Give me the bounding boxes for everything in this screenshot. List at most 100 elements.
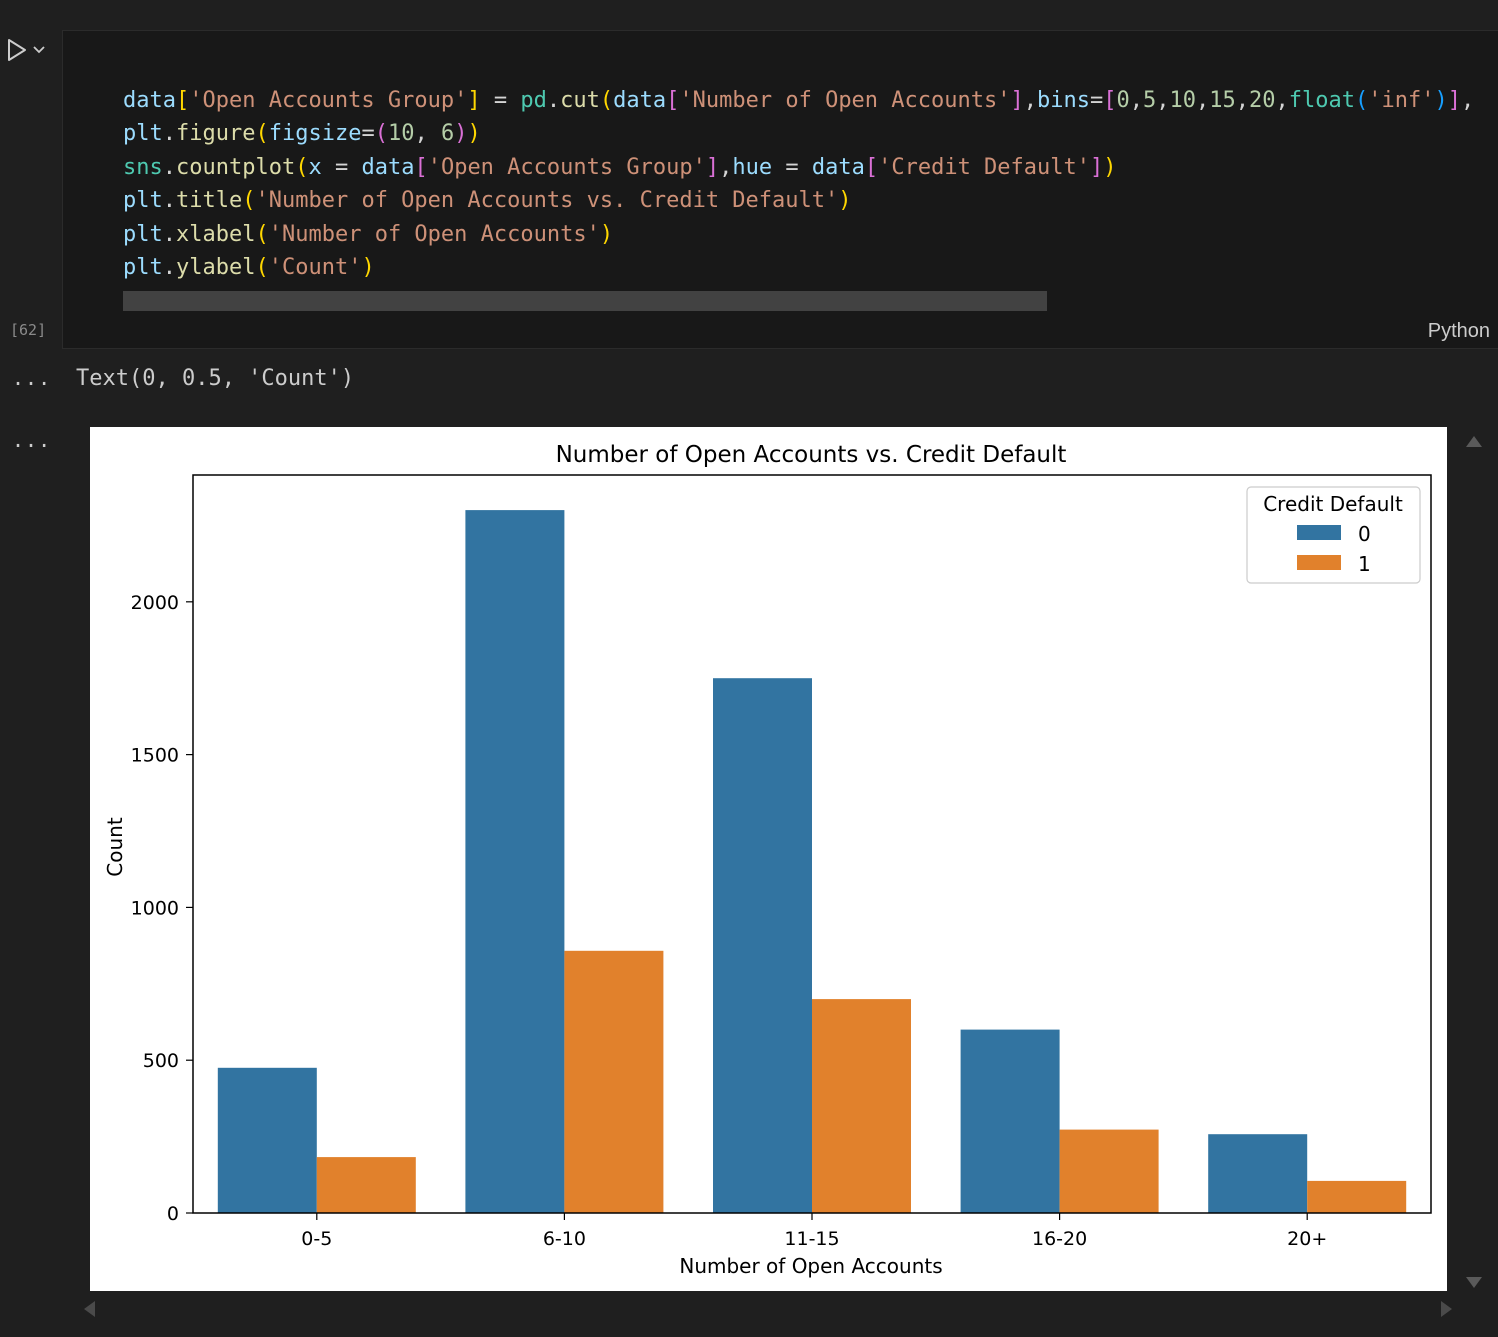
code-token: title	[176, 188, 243, 214]
code-token: =	[361, 121, 375, 147]
code-token: 5	[1143, 88, 1157, 113]
code-lines[interactable]: data['Open Accounts Group'] = pd.cut(dat…	[123, 84, 1474, 284]
code-token: (	[599, 88, 614, 113]
code-token: )	[838, 188, 852, 214]
code-line[interactable]: plt.ylabel('Count')	[123, 251, 1474, 284]
code-token: =	[480, 88, 521, 113]
code-token: 'Number of Open Accounts'	[268, 221, 600, 247]
code-token: .	[162, 221, 176, 247]
chevron-down-icon[interactable]	[32, 43, 46, 57]
code-token: [	[175, 88, 190, 113]
code-line[interactable]: plt.xlabel('Number of Open Accounts')	[123, 218, 1474, 251]
execution-count: [62]	[10, 321, 47, 339]
code-token: ,	[1275, 88, 1289, 113]
code-token: )	[454, 121, 468, 147]
bar-11-15-series-1	[812, 999, 911, 1213]
bar-6-10-series-0	[465, 510, 565, 1214]
code-token: =	[772, 154, 812, 180]
code-token: ,	[1156, 88, 1170, 113]
code-line[interactable]: plt.figure(figsize=(10, 6))	[123, 117, 1474, 150]
legend-label-0: 0	[1358, 522, 1371, 546]
editor-top-strip	[0, 0, 1498, 30]
code-token: 'Count'	[268, 254, 362, 280]
x-tick-label: 6-10	[543, 1228, 586, 1250]
x-axis-ticks: 0-5 6-10 11-15 16-20 20+	[301, 1213, 1327, 1250]
code-token: (	[255, 121, 269, 147]
code-token: 'Number of Open Accounts'	[679, 88, 1011, 113]
code-token: hue	[732, 154, 773, 180]
code-token: x	[308, 154, 322, 180]
chart-title: Number of Open Accounts vs. Credit Defau…	[556, 442, 1067, 468]
code-token: )	[599, 221, 614, 247]
code-token: xlabel	[176, 221, 256, 247]
legend-swatch-1	[1297, 555, 1341, 570]
y-tick-label: 2000	[131, 592, 179, 614]
code-token: [	[1103, 88, 1117, 113]
y-tick-label: 0	[167, 1203, 179, 1225]
x-axis-label: Number of Open Accounts	[679, 1254, 942, 1278]
code-token: ylabel	[176, 254, 256, 280]
chart-figure: Number of Open Accounts vs. Credit Defau…	[90, 427, 1447, 1291]
x-tick-label: 11-15	[784, 1228, 839, 1250]
code-token: =	[321, 154, 362, 180]
code-token: 6	[440, 121, 455, 147]
code-token: (	[1354, 88, 1369, 113]
y-tick-label: 500	[143, 1050, 179, 1072]
y-tick-label: 1000	[131, 897, 179, 919]
legend: Credit Default 0 1	[1246, 486, 1421, 584]
code-token: data	[361, 154, 415, 180]
code-line[interactable]: data['Open Accounts Group'] = pd.cut(dat…	[123, 84, 1474, 117]
code-token: 15	[1209, 88, 1236, 113]
scroll-left-arrow-icon[interactable]	[82, 1300, 96, 1318]
code-token: (	[255, 221, 269, 247]
output-text: Text(0, 0.5, 'Count')	[76, 366, 355, 391]
output-menu-ellipsis[interactable]: ...	[12, 366, 52, 390]
code-token: (	[242, 188, 256, 214]
code-token: pd	[520, 88, 547, 113]
bar-0-5-series-1	[316, 1157, 416, 1213]
code-token: ,	[414, 121, 441, 147]
code-token: ,	[1460, 88, 1475, 113]
code-token: figsize	[268, 121, 362, 147]
code-token: )	[467, 121, 481, 147]
code-token: 'Credit Default'	[878, 154, 1091, 180]
x-tick-label: 16-20	[1032, 1228, 1087, 1250]
code-token: ,	[719, 154, 733, 180]
code-token: 20	[1249, 88, 1276, 113]
run-cell-icon[interactable]	[6, 38, 28, 62]
code-token: [	[666, 88, 680, 113]
code-token: plt	[123, 221, 163, 247]
code-line[interactable]: sns.countplot(x = data['Open Accounts Gr…	[123, 151, 1474, 184]
code-token: plt	[123, 188, 163, 214]
bar-20+-series-1	[1307, 1180, 1407, 1213]
code-token: .	[546, 88, 561, 113]
scroll-up-arrow-icon[interactable]	[1465, 434, 1483, 448]
code-token: [	[864, 154, 879, 180]
bar-6-10-series-1	[564, 950, 664, 1213]
code-token: plt	[123, 121, 163, 147]
code-token: (	[255, 254, 269, 280]
code-token: ,	[1196, 88, 1210, 113]
bar-chart: Number of Open Accounts vs. Credit Defau…	[103, 442, 1432, 1278]
code-token: [	[414, 154, 428, 180]
bars	[217, 510, 1407, 1214]
legend-swatch-0	[1297, 525, 1341, 540]
horizontal-scrollbar[interactable]	[123, 291, 1047, 311]
scroll-right-arrow-icon[interactable]	[1440, 1300, 1454, 1318]
cell-language-label[interactable]: Python	[1427, 320, 1490, 342]
bar-0-5-series-0	[217, 1067, 317, 1213]
figure-output-menu-ellipsis[interactable]: ...	[12, 428, 52, 452]
code-token: )	[361, 254, 375, 280]
code-token: data	[613, 88, 667, 113]
code-cell-editor[interactable]: data['Open Accounts Group'] = pd.cut(dat…	[62, 30, 1498, 349]
scroll-down-arrow-icon[interactable]	[1465, 1276, 1483, 1290]
code-token: .	[162, 188, 176, 214]
y-axis-ticks: 0 500 1000 1500 2000	[131, 592, 193, 1225]
code-token: 'Open Accounts Group'	[427, 154, 706, 180]
code-token: bins	[1037, 88, 1090, 113]
plot-frame	[192, 474, 1432, 1214]
code-line[interactable]: plt.title('Number of Open Accounts vs. C…	[123, 184, 1474, 217]
code-token: )	[1103, 154, 1117, 180]
legend-title: Credit Default	[1263, 492, 1403, 516]
run-controls	[6, 36, 56, 64]
